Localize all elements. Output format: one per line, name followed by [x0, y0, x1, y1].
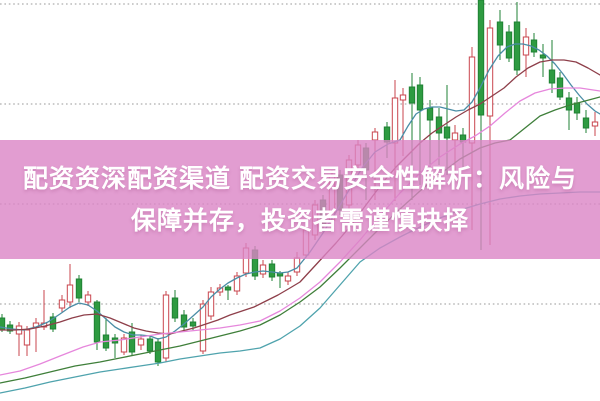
banner-title-line1: 配资资深配资渠道 配资交易安全性解析：风险与: [23, 164, 577, 193]
promo-banner: 配资资深配资渠道 配资交易安全性解析：风险与 保障并存，投资者需谨慎抉择: [0, 140, 600, 259]
banner-title-line2: 保障并存，投资者需谨慎抉择: [130, 206, 469, 235]
